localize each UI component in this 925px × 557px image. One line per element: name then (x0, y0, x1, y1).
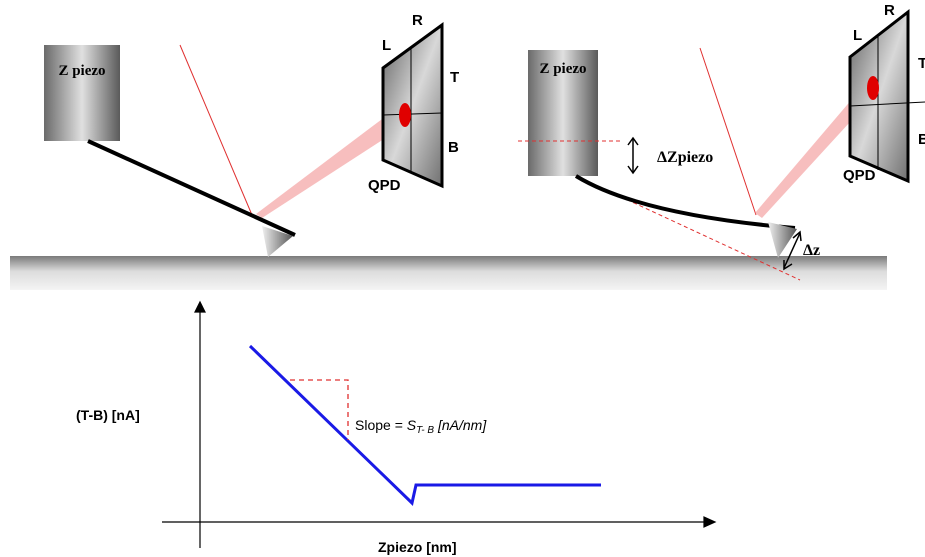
right-setup: Z piezo ΔZpiezo Δz L R T B QPD (518, 2, 925, 280)
qpd-b: B (918, 131, 925, 148)
qpd-l: L (382, 37, 391, 54)
qpd-l: L (853, 27, 862, 44)
qpd-panel (383, 25, 442, 186)
afm-diagram: Z piezo L R T B QPD Z piezo ΔZpiezo Δz (0, 0, 925, 557)
qpd-b: B (448, 139, 459, 156)
qpd-name: QPD (843, 167, 876, 184)
x-axis-label: Zpiezo [nm] (378, 539, 457, 555)
graph: (T-B) [nA] Zpiezo [nm] Slope = ST- B [nA… (76, 302, 715, 555)
left-setup: Z piezo L R T B QPD (44, 12, 459, 257)
delta-z-label: Δz (803, 242, 820, 259)
qpd-t: T (450, 69, 459, 86)
laser-beam (700, 48, 756, 215)
slope-subscript: T- B (416, 425, 434, 436)
slope-label: Slope = ST- B [nA/nm] (355, 417, 487, 436)
qpd-name: QPD (368, 177, 401, 194)
slope-prefix: Slope = (355, 417, 407, 433)
qpd-r: R (412, 12, 423, 29)
qpd-r: R (884, 2, 895, 19)
cantilever (88, 141, 295, 235)
piezo-label: Z piezo (539, 61, 586, 77)
delta-piezo-label: ΔZpiezo (657, 149, 713, 166)
y-axis-label: (T-B) [nA] (76, 407, 140, 423)
sample-surface (10, 256, 887, 290)
qpd-t: T (918, 55, 925, 72)
piezo-label: Z piezo (58, 63, 105, 79)
z-piezo (44, 45, 120, 141)
slope-unit: [nA/nm] (434, 417, 487, 433)
laser-spot (399, 103, 411, 127)
cantilever (576, 176, 795, 228)
laser-spot (867, 76, 879, 100)
